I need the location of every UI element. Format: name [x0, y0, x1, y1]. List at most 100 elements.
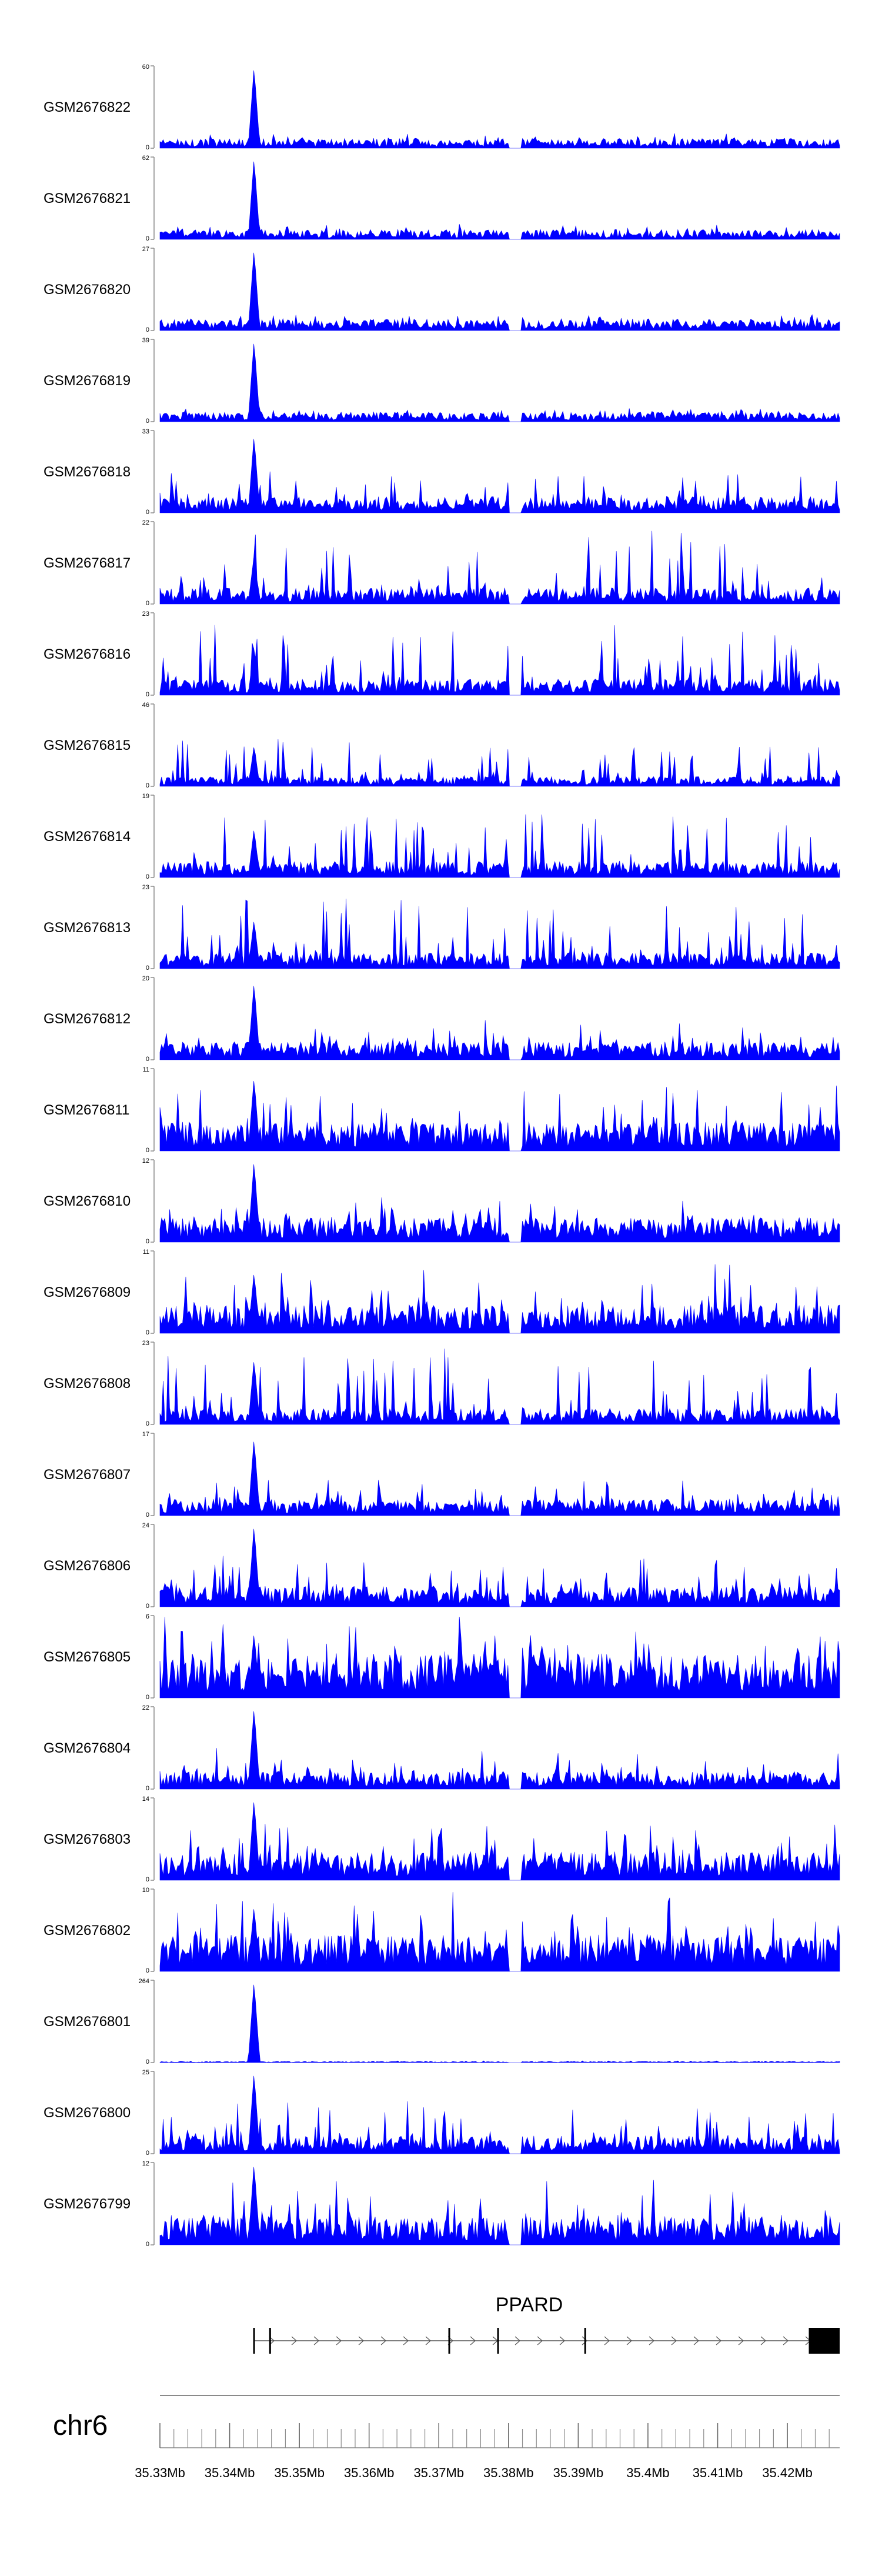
strand-arrow — [470, 2336, 476, 2345]
y-max-label: 10 — [142, 1887, 149, 1894]
y-min-label: 0 — [146, 418, 149, 425]
coverage-area — [159, 1616, 840, 1699]
track-gsm2676802: GSM2676802 10 0 — [44, 1887, 840, 1974]
y-min-label: 0 — [146, 600, 149, 607]
coverage-area — [159, 2076, 840, 2154]
exon — [253, 2328, 255, 2354]
track-gsm2676811: GSM2676811 11 0 — [44, 1066, 840, 1154]
y-min-label: 0 — [146, 2150, 149, 2157]
track-label: GSM2676804 — [44, 1740, 131, 1756]
track-label: GSM2676800 — [44, 2105, 131, 2121]
y-max-label: 14 — [142, 1796, 149, 1803]
coverage-area — [159, 530, 840, 605]
exon — [497, 2328, 499, 2354]
y-min-label: 0 — [146, 873, 149, 880]
track-label: GSM2676822 — [44, 99, 131, 115]
strand-arrow — [582, 2336, 587, 2345]
strand-arrow — [358, 2336, 364, 2345]
genome-axis: chr6 35.33Mb 35.34Mb 35.35Mb 35.36Mb 35.37Mb… — [53, 2395, 840, 2480]
y-max-label: 264 — [139, 1978, 149, 1985]
coverage-area — [159, 814, 840, 878]
y-min-label: 0 — [146, 2241, 149, 2248]
y-max-label: 22 — [142, 1704, 149, 1711]
track-label: GSM2676814 — [44, 829, 131, 845]
track-gsm2676804: GSM2676804 22 0 — [44, 1704, 840, 1792]
strand-arrow — [783, 2336, 789, 2345]
strand-arrow — [649, 2336, 654, 2345]
y-max-label: 20 — [142, 975, 149, 982]
y-min-label: 0 — [146, 1056, 149, 1063]
axis-ticks: 35.33Mb 35.34Mb 35.35Mb 35.36Mb 35.37Mb 35.38… — [135, 2395, 840, 2480]
coverage-area — [159, 1529, 840, 1607]
track-label: GSM2676813 — [44, 920, 131, 936]
y-min-label: 0 — [146, 1694, 149, 1701]
y-max-label: 11 — [143, 1249, 149, 1256]
y-max-label: 27 — [142, 246, 149, 253]
track-label: GSM2676807 — [44, 1467, 131, 1483]
track-label: GSM2676806 — [44, 1558, 131, 1574]
track-gsm2676821: GSM2676821 62 0 — [44, 155, 840, 242]
track-gsm2676809: GSM2676809 11 0 — [44, 1249, 840, 1336]
y-min-label: 0 — [146, 509, 149, 516]
track-gsm2676799: GSM2676799 12 0 — [44, 2160, 840, 2248]
track-label: GSM2676811 — [44, 1102, 129, 1118]
coverage-area — [159, 1802, 840, 1881]
y-max-label: 25 — [142, 2069, 149, 2076]
y-min-label: 0 — [146, 235, 149, 242]
coverage-area — [159, 252, 840, 331]
y-max-label: 23 — [142, 610, 149, 618]
coverage-area — [159, 898, 840, 969]
y-min-label: 0 — [146, 691, 149, 698]
track-label: GSM2676810 — [44, 1193, 131, 1209]
y-max-label: 62 — [142, 155, 149, 162]
tick-label: 35.42Mb — [762, 2465, 813, 2480]
coverage-area — [159, 1711, 840, 1790]
y-max-label: 22 — [142, 519, 149, 526]
y-max-label: 24 — [142, 1522, 149, 1529]
tick-label: 35.36Mb — [344, 2465, 395, 2480]
track-label: GSM2676817 — [44, 555, 131, 571]
track-label: GSM2676803 — [44, 1831, 131, 1847]
y-min-label: 0 — [146, 2058, 149, 2066]
coverage-area — [159, 2167, 840, 2245]
y-min-label: 0 — [146, 1785, 149, 1792]
coverage-area — [159, 1349, 840, 1425]
track-gsm2676816: GSM2676816 23 0 — [44, 610, 840, 698]
track-label: GSM2676799 — [44, 2196, 131, 2212]
track-gsm2676805: GSM2676805 6 0 — [44, 1613, 840, 1701]
y-max-label: 46 — [142, 702, 149, 709]
tick-label: 35.33Mb — [135, 2465, 185, 2480]
tick-label: 35.34Mb — [205, 2465, 255, 2480]
tick-label: 35.4Mb — [626, 2465, 669, 2480]
track-gsm2676800: GSM2676800 25 0 — [44, 2069, 840, 2157]
track-label: GSM2676820 — [44, 282, 131, 298]
track-label: GSM2676819 — [44, 373, 131, 389]
coverage-area — [159, 739, 840, 787]
coverage-area — [159, 625, 840, 696]
y-min-label: 0 — [146, 1147, 149, 1154]
track-gsm2676803: GSM2676803 14 0 — [44, 1796, 840, 1883]
strand-arrow — [537, 2336, 543, 2345]
track-gsm2676810: GSM2676810 12 0 — [44, 1157, 840, 1245]
gene-label: PPARD — [496, 2294, 563, 2316]
strand-arrow — [738, 2336, 744, 2345]
strand-arrow — [671, 2336, 677, 2345]
coverage-area — [159, 1984, 840, 2063]
exon — [269, 2328, 271, 2354]
track-gsm2676814: GSM2676814 19 0 — [44, 793, 840, 880]
track-label: GSM2676801 — [44, 2014, 131, 2030]
chromosome-label: chr6 — [53, 2410, 108, 2441]
strand-arrow — [403, 2336, 409, 2345]
tick-label: 35.35Mb — [274, 2465, 325, 2480]
y-max-label: 17 — [142, 1431, 149, 1438]
coverage-area — [159, 343, 840, 422]
gene-track: PPARD — [253, 2294, 840, 2354]
y-min-label: 0 — [146, 326, 149, 333]
coverage-area — [159, 1081, 840, 1152]
y-max-label: 12 — [142, 2160, 149, 2167]
y-min-label: 0 — [146, 1329, 149, 1336]
y-max-label: 6 — [146, 1613, 149, 1620]
track-gsm2676808: GSM2676808 23 0 — [44, 1340, 840, 1427]
y-max-label: 23 — [142, 1340, 149, 1347]
